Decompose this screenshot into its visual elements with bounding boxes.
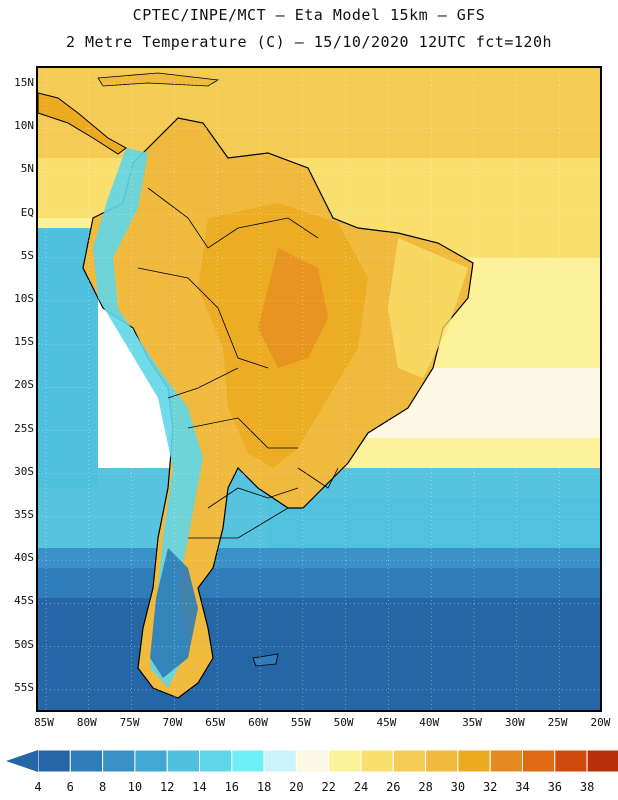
- colorbar-swatch: [295, 749, 330, 773]
- latitude-label: 10S: [14, 292, 34, 305]
- patagonia-cold-region: [150, 548, 198, 678]
- colorbar-label: 14: [192, 780, 207, 794]
- colorbar-swatch: [134, 749, 168, 773]
- longitude-label: 35W: [462, 716, 482, 729]
- colorbar-label: 36: [547, 780, 563, 794]
- colorbar-swatch: [37, 749, 71, 773]
- temperature-colorbar: [6, 749, 618, 773]
- latitude-label: 25S: [14, 421, 34, 435]
- colorbar-swatch: [392, 749, 427, 773]
- latitude-label: 15N: [14, 76, 34, 89]
- longitude-label: 25W: [547, 716, 568, 729]
- latitude-label: 40S: [14, 551, 34, 565]
- colorbar-label: 32: [482, 780, 498, 794]
- longitude-label: 40W: [419, 716, 440, 729]
- colorbar-label: 30: [450, 780, 466, 794]
- colorbar-swatch: [489, 749, 524, 773]
- map-panel: [36, 66, 602, 712]
- colorbar-swatch: [522, 749, 556, 773]
- country-borders: [137, 187, 339, 539]
- colorbar-swatch: [69, 749, 104, 773]
- longitude-label: 50W: [333, 716, 354, 729]
- andes-cold-strip: [93, 148, 203, 688]
- longitude-label: 20W: [590, 716, 611, 729]
- colorbar-label: 12: [159, 780, 175, 794]
- colorbar-label: 26: [386, 780, 401, 794]
- colorbar-swatch: [263, 749, 297, 773]
- longitude-label: 60W: [248, 716, 268, 729]
- longitude-label: 85W: [34, 716, 54, 729]
- colorbar-label: 34: [515, 780, 530, 794]
- longitude-label: 70W: [162, 716, 183, 729]
- colorbar-swatch: [360, 749, 394, 773]
- colorbar-label: 24: [353, 780, 369, 794]
- colorbar-swatch: [328, 749, 362, 773]
- temperature-map: [38, 68, 600, 710]
- colorbar-label: 10: [127, 780, 143, 794]
- coastal-cooler-region: [388, 238, 468, 378]
- colorbar-label: 38: [579, 780, 595, 794]
- latitude-label: 50S: [14, 637, 34, 651]
- longitude-label: 80W: [76, 716, 97, 729]
- longitude-label: 30W: [504, 716, 525, 729]
- latitude-label: 10N: [14, 119, 34, 133]
- ocean-band: [38, 598, 600, 710]
- colorbar-swatch: [231, 749, 265, 773]
- map-title-line2: 2 Metre Temperature (C) – 15/10/2020 12U…: [65, 33, 553, 51]
- falkland-islands: [252, 653, 279, 667]
- longitude-label: 65W: [205, 716, 226, 729]
- ocean-band: [38, 568, 600, 598]
- colorbar-swatch: [425, 749, 459, 773]
- hottest-region: [258, 248, 328, 368]
- latitude-label: 35S: [14, 508, 34, 521]
- colorbar-label: 16: [224, 780, 240, 794]
- central-america-landmass: [38, 92, 127, 155]
- latitude-label: 55S: [14, 680, 34, 694]
- colorbar-label: 6: [66, 780, 74, 794]
- colorbar-label: 18: [256, 780, 272, 794]
- colorbar-label: 28: [418, 780, 433, 794]
- colorbar-swatch: [166, 749, 200, 773]
- latitude-label: 5S: [20, 248, 34, 262]
- colorbar-swatch: [586, 749, 618, 773]
- latitude-label: EQ: [20, 205, 34, 219]
- colorbar-swatch: [457, 749, 491, 773]
- colorbar-label: 20: [289, 780, 304, 794]
- colorbar-right-arrow-icon: [614, 752, 618, 770]
- latitude-label: 20S: [14, 378, 34, 392]
- latitude-label: 5N: [20, 162, 34, 176]
- colorbar-label: 22: [321, 780, 336, 794]
- map-title-line1: CPTEC/INPE/MCT – Eta Model 15km – GFS: [132, 6, 486, 24]
- colorbar-left-arrow-icon: [6, 750, 38, 772]
- longitude-label: 75W: [119, 716, 140, 729]
- caribbean-islands: [97, 72, 220, 87]
- colorbar-label: 8: [98, 780, 107, 794]
- colorbar-swatch: [199, 749, 233, 773]
- latitude-label: 45S: [14, 594, 34, 608]
- colorbar-swatch: [554, 749, 588, 773]
- longitude-label: 55W: [290, 716, 311, 729]
- latitude-label: 15S: [14, 335, 34, 349]
- longitude-label: 45W: [376, 716, 397, 729]
- colorbar-swatch: [102, 749, 136, 773]
- colorbar-label: 4: [34, 780, 42, 794]
- latitude-label: 30S: [14, 464, 34, 478]
